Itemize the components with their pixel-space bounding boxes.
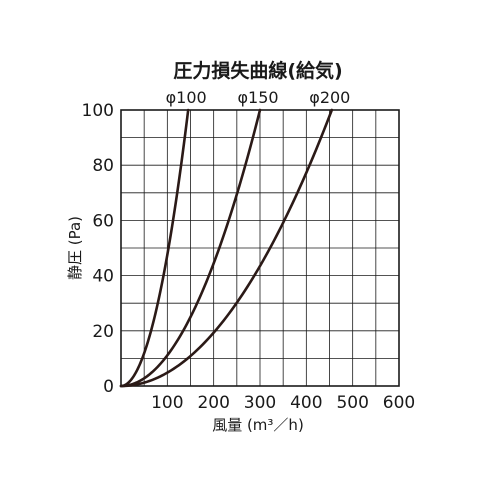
x-tick-label: 200 <box>197 393 229 413</box>
series-line <box>119 108 190 388</box>
series-line <box>119 108 262 388</box>
x-tick-label: 600 <box>383 393 415 413</box>
y-tick-label: 100 <box>82 101 114 121</box>
x-tick-label: 500 <box>336 393 368 413</box>
series-line <box>119 108 334 388</box>
y-tick-label: 80 <box>92 156 114 176</box>
series-labels: φ100 φ150 φ200 <box>166 88 351 107</box>
tick-labels: 0 20 40 60 80 100 100 200 300 400 500 600 <box>82 101 416 413</box>
series-label: φ100 <box>166 88 207 107</box>
y-tick-label: 0 <box>103 377 114 397</box>
series-lines <box>119 108 334 388</box>
y-tick-label: 60 <box>92 211 114 231</box>
grid-lines <box>121 110 399 386</box>
y-tick-label: 40 <box>92 267 114 287</box>
x-tick-label: 400 <box>290 393 322 413</box>
y-tick-label: 20 <box>92 322 114 342</box>
chart-title: 圧力損失曲線(給気) <box>173 59 342 82</box>
series-label: φ200 <box>309 88 350 107</box>
series-label: φ150 <box>237 88 278 107</box>
x-axis-label: 風量 (m³／h) <box>212 416 304 434</box>
y-axis-label: 静圧 (Pa) <box>66 216 84 280</box>
x-tick-label: 300 <box>244 393 276 413</box>
x-tick-label: 100 <box>151 393 183 413</box>
